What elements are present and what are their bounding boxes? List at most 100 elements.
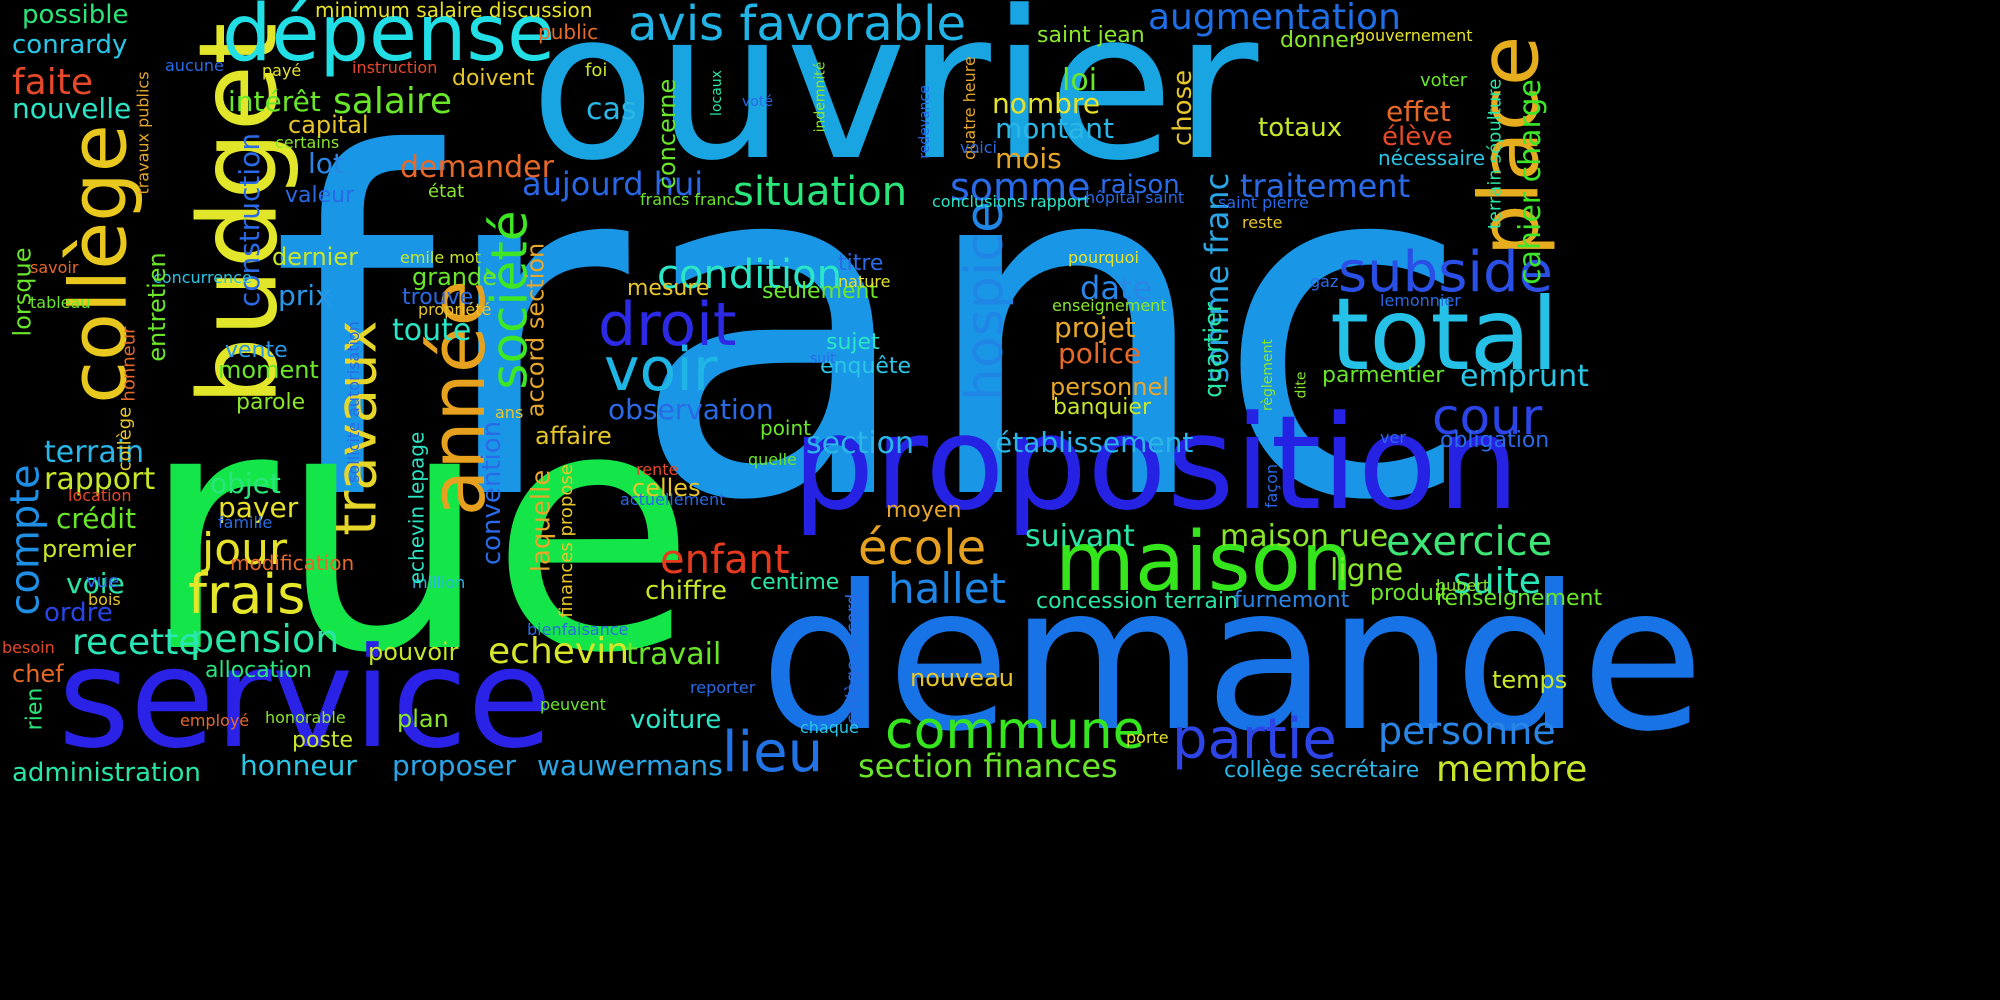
word-police: police [1058,337,1142,370]
word-interet: intérêt [228,85,321,118]
word-nouvelle: nouvelle [12,92,132,125]
word-travaux-publics: travaux publics [133,71,153,195]
word-sollicite-autorisation: sollicite autorisation [343,321,363,483]
word-paye: payé [262,61,302,80]
word-minimum-salaire-discussion: minimum salaire discussion [315,0,593,22]
word-etablissement: établissement [995,426,1194,459]
word-indemnite: indemnité [812,61,829,133]
word-personne: personne [1378,709,1556,753]
word-reste: reste [1242,213,1283,232]
word-date: date [1080,269,1153,307]
word-celles: celles [632,474,701,502]
word-gaz: gaz [1310,272,1339,291]
word-donner: donner [1280,28,1358,53]
word-premier: premier [42,535,137,563]
word-mois: mois [995,142,1062,175]
word-vote: voté [742,94,773,110]
word-seulement: seulement [762,279,879,304]
word-echevin: echevin [488,631,630,672]
word-point: point [760,416,812,440]
word-dernier: dernier [272,243,358,271]
word-bois: bois [88,590,121,609]
word-trouve: trouve [402,285,474,310]
word-location: location [68,486,132,505]
word-sujet: sujet [826,330,880,355]
word-moyen: moyen [886,498,962,523]
word-plan: plan [397,705,449,733]
word-aucune: aucune [165,56,224,75]
word-voie: voie [66,567,125,600]
word-salaire: salaire [333,81,453,122]
word-commune: commune [885,701,1145,761]
word-rente: rente [636,460,679,479]
word-moment: moment [218,356,319,384]
word-grande: grande [412,263,498,291]
word-traitement: traitement [1240,167,1411,205]
word-enfant: enfant [660,537,790,583]
word-faite: faite [12,62,93,103]
word-obligation: obligation [1440,428,1550,453]
word-section: section [806,426,915,461]
word-laquelle: laquelle [526,469,557,573]
word-terrain: terrain [44,435,145,470]
word-hubert: hubert [1436,576,1490,595]
word-credit: crédit [56,502,137,535]
word-payer: payer [218,491,299,524]
word-jour: jour [202,524,288,575]
word-totaux: totaux [1258,113,1343,143]
word-certains: certains [275,133,340,152]
word-voici: voici [960,138,997,157]
word-ver: ver [1380,428,1406,447]
word-parole: parole [236,390,306,415]
word-produit: produit [1370,581,1449,606]
word-raison: raison [1100,170,1180,200]
word-ans: ans [495,403,524,422]
word-titre: titre [838,251,884,276]
word-pension: pension [190,617,340,661]
word-college-small: collège [114,406,136,472]
word-quartier: quartier [1198,302,1227,398]
word-proposer: proposer [392,749,517,782]
word-demander: demander [400,150,554,185]
word-francs-franc: francs franc [640,190,736,209]
word-mesure: mesure [627,276,710,301]
word-hallet: hallet [888,564,1007,613]
word-vue: vue [86,571,120,592]
word-banquier: banquier [1053,395,1151,420]
word-hospice: hospice [954,201,1015,401]
word-montant: montant [995,112,1115,145]
word-ecole: école [858,520,987,576]
word-voir: voir [604,335,718,405]
word-lot: lot [308,147,344,180]
word-toute: toute [392,313,472,348]
word-maison: maison [1055,515,1353,610]
word-suit: suit [810,351,836,367]
word-effet: effet [1386,95,1451,128]
word-college-secretaire: collège secrétaire [1224,758,1420,783]
word-exercice: exercice [1386,519,1553,565]
word-saint-pierre: saint pierre [1218,193,1309,212]
word-maison-rue: maison rue [1220,519,1389,554]
word-suite: suite [1453,561,1541,602]
word-gouvernement: gouvernement [1355,26,1473,45]
word-ouvrier: ouvrier [530,0,1259,206]
word-modification: modification [230,551,355,575]
word-membre: membre [1436,749,1588,790]
word-concurrence: concurrence [153,268,252,287]
word-total: total [1330,276,1559,393]
word-droit: droit [598,290,737,360]
word-locaux: locaux [708,70,725,116]
word-demande: demande [760,543,1705,776]
word-subside: subside [1338,240,1553,305]
word-necessaire: nécessaire [1378,146,1486,170]
word-eleve: élève [1382,122,1453,152]
word-cour: cour [1432,388,1543,446]
word-facon: façon [1262,463,1282,509]
word-chef: chef [12,660,64,688]
word-depense: dépense [222,0,556,79]
word-voiture: voiture [630,705,722,735]
word-saint-jean: saint jean [1037,23,1145,48]
word-parmentier: parmentier [1322,363,1445,388]
word-peuvent: peuvent [540,695,606,714]
word-compte: compte [2,464,49,616]
